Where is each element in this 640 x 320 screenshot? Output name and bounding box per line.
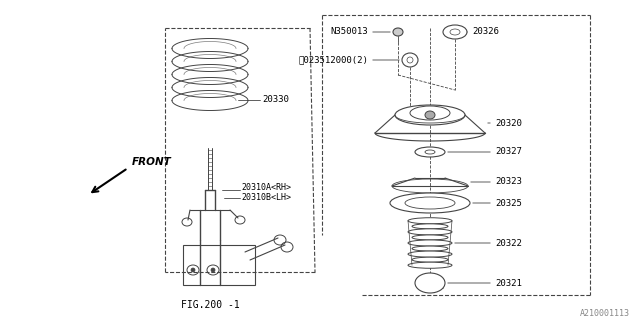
Text: 20325: 20325: [495, 198, 522, 207]
Ellipse shape: [395, 105, 465, 125]
Text: 20322: 20322: [495, 238, 522, 247]
Ellipse shape: [415, 147, 445, 157]
Text: 20310A<RH>: 20310A<RH>: [241, 182, 291, 191]
Ellipse shape: [408, 251, 452, 257]
Ellipse shape: [408, 240, 452, 246]
Ellipse shape: [408, 262, 452, 268]
Text: FIG.200 -1: FIG.200 -1: [180, 300, 239, 310]
Text: A210001113: A210001113: [580, 308, 630, 317]
Ellipse shape: [390, 193, 470, 213]
Ellipse shape: [410, 106, 450, 120]
Text: ⓝ023512000(2): ⓝ023512000(2): [298, 55, 368, 65]
Text: 20323: 20323: [495, 178, 522, 187]
Text: 20320: 20320: [495, 118, 522, 127]
Text: FRONT: FRONT: [132, 157, 172, 167]
Ellipse shape: [425, 111, 435, 119]
Bar: [183, 245, 255, 285]
Text: 20310B<LH>: 20310B<LH>: [241, 193, 291, 202]
Ellipse shape: [415, 273, 445, 293]
Text: 20327: 20327: [495, 148, 522, 156]
Ellipse shape: [412, 246, 448, 251]
Ellipse shape: [412, 235, 448, 240]
Ellipse shape: [191, 268, 195, 272]
Ellipse shape: [408, 218, 452, 224]
Text: 20321: 20321: [495, 278, 522, 287]
Ellipse shape: [405, 197, 455, 209]
Ellipse shape: [408, 229, 452, 235]
Text: 20326: 20326: [472, 28, 499, 36]
Ellipse shape: [211, 268, 215, 272]
Text: N350013: N350013: [330, 28, 368, 36]
Ellipse shape: [412, 224, 448, 229]
Ellipse shape: [412, 257, 448, 262]
Ellipse shape: [393, 28, 403, 36]
Text: 20330: 20330: [262, 95, 289, 105]
